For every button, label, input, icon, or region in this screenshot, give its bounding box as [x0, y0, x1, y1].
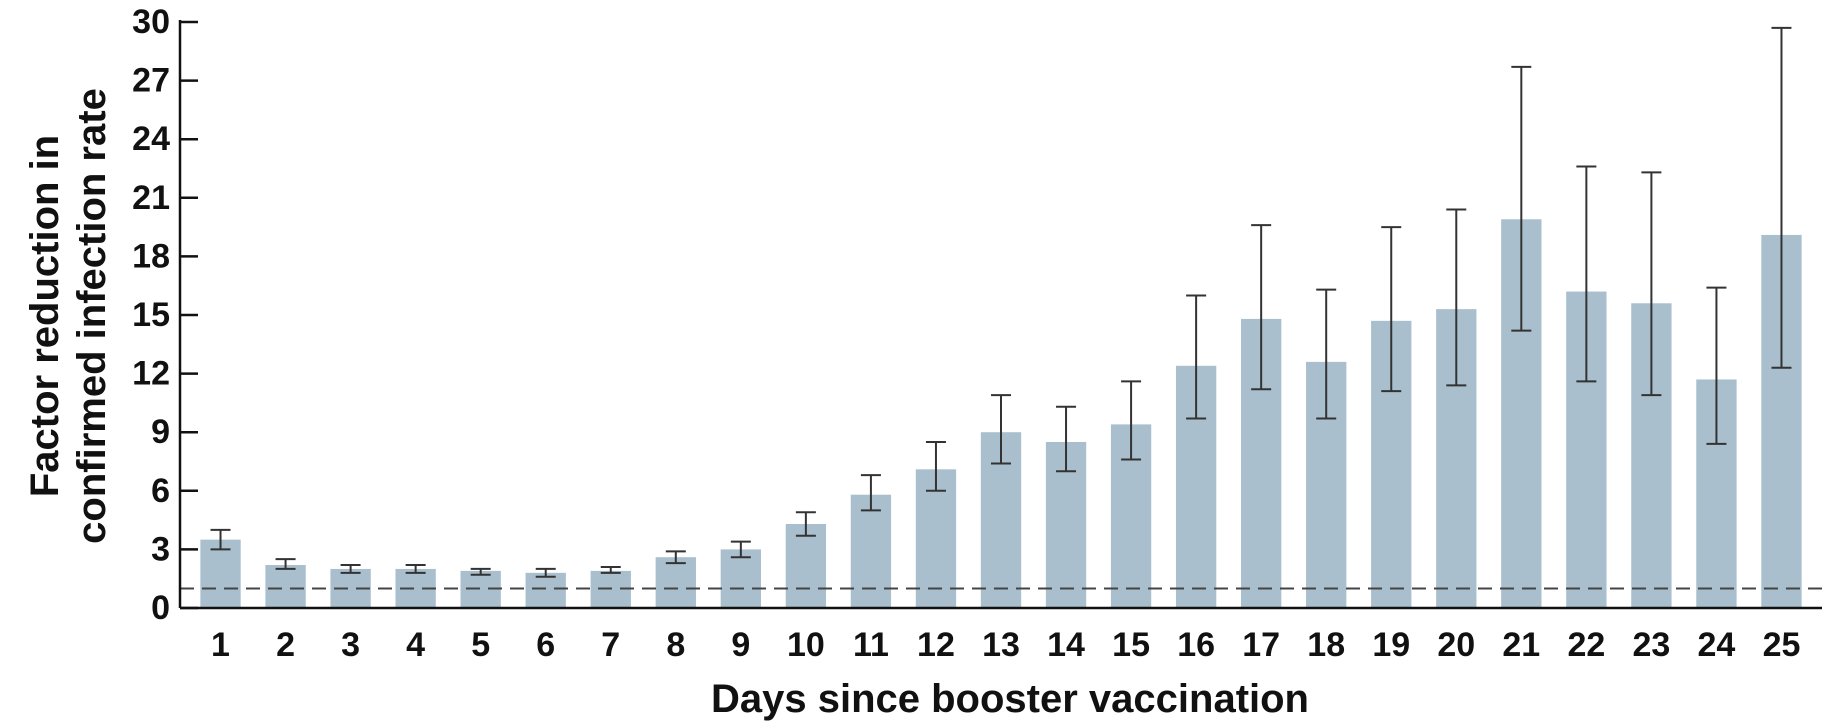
bar-day-6: [525, 572, 566, 608]
x-tick-label: 18: [1307, 626, 1345, 664]
x-tick-label: 17: [1242, 626, 1280, 664]
error-bar-day-20: [1446, 208, 1467, 387]
error-bar-day-12: [925, 440, 946, 492]
x-tick-label: 9: [731, 626, 750, 664]
error-bars-layer: [210, 26, 1792, 578]
error-bar-day-22: [1576, 165, 1597, 383]
error-bar-day-19: [1381, 226, 1402, 393]
y-tick-label: 12: [132, 355, 170, 393]
x-tick-label: 21: [1502, 626, 1540, 664]
bar-day-1: [200, 539, 241, 608]
error-bar-day-7: [600, 565, 621, 574]
error-bar-day-23: [1641, 171, 1662, 397]
y-axis-title-line-2: confirmed infection rate: [70, 88, 114, 544]
error-bar-day-4: [405, 564, 426, 574]
error-bar-day-17: [1251, 224, 1272, 391]
x-tick-label: 10: [787, 626, 825, 664]
x-tick-label: 25: [1763, 626, 1801, 664]
bar-day-2: [265, 565, 306, 608]
x-tick-label: 12: [917, 626, 955, 664]
y-tick-label: 30: [132, 3, 170, 41]
bar-day-11: [850, 494, 892, 608]
error-bar-day-11: [860, 474, 881, 512]
y-axis-title-line-1: Factor reduction in: [23, 135, 67, 497]
y-ticks-layer: 0 3 6 9 12 15 18 21 24 27 30: [132, 3, 198, 627]
error-bar-day-2: [275, 558, 296, 570]
error-bar-day-1: [210, 528, 231, 551]
x-tick-label: 24: [1698, 626, 1736, 664]
bar-day-9: [720, 549, 762, 608]
error-bar-day-8: [665, 550, 686, 565]
error-bar-day-25: [1771, 26, 1792, 369]
y-tick-label: 24: [132, 120, 170, 158]
error-bar-day-15: [1121, 380, 1142, 461]
x-tick-label: 1: [211, 626, 230, 664]
x-tick-label: 3: [341, 626, 360, 664]
error-bar-day-16: [1186, 294, 1207, 420]
error-bar-day-10: [795, 511, 816, 537]
x-tick-label: 14: [1047, 626, 1085, 664]
error-bar-day-9: [730, 540, 751, 559]
x-tick-label: 7: [601, 626, 620, 664]
x-tick-label: 11: [853, 626, 889, 664]
bar-day-12: [915, 469, 957, 608]
x-tick-label: 8: [666, 626, 685, 664]
x-tick-label: 4: [406, 626, 425, 664]
x-tick-label: 13: [982, 626, 1020, 664]
bar-day-10: [785, 524, 827, 608]
y-tick-label: 15: [132, 296, 170, 334]
x-tick-label: 20: [1437, 626, 1475, 664]
y-tick-label: 9: [151, 413, 170, 451]
y-tick-label: 18: [132, 237, 170, 275]
error-bar-day-3: [340, 564, 361, 574]
error-bar-day-6: [535, 567, 556, 578]
x-tick-label: 6: [536, 626, 555, 664]
x-tick-label: 16: [1177, 626, 1215, 664]
x-axis-title: Days since booster vaccination: [711, 677, 1309, 721]
bar-day-8: [655, 557, 696, 608]
x-tick-label: 2: [276, 626, 295, 664]
y-tick-label: 21: [132, 179, 170, 217]
error-bar-day-24: [1706, 286, 1727, 445]
y-tick-label: 3: [151, 530, 170, 568]
y-tick-label: 27: [132, 62, 170, 100]
y-tick-label: 0: [151, 589, 170, 627]
error-bar-day-5: [470, 567, 491, 576]
x-tick-label: 15: [1112, 626, 1150, 664]
error-bar-day-14: [1056, 405, 1077, 473]
x-tick-label: 19: [1372, 626, 1410, 664]
x-tick-label: 5: [471, 626, 490, 664]
y-tick-label: 6: [151, 472, 170, 510]
x-tick-label: 23: [1632, 626, 1670, 664]
x-ticks-layer: 1 2 3 4 5 6 7 8 9 10 11 12 13 14 15 16 17 18 19 20 21 22 23 24 2…: [211, 626, 1800, 664]
x-tick-label: 22: [1567, 626, 1605, 664]
error-bar-day-21: [1511, 65, 1532, 332]
error-bar-day-13: [991, 394, 1011, 465]
error-bar-day-18: [1316, 288, 1337, 420]
y-axis-title: Factor reduction in confirmed infection …: [23, 88, 114, 544]
